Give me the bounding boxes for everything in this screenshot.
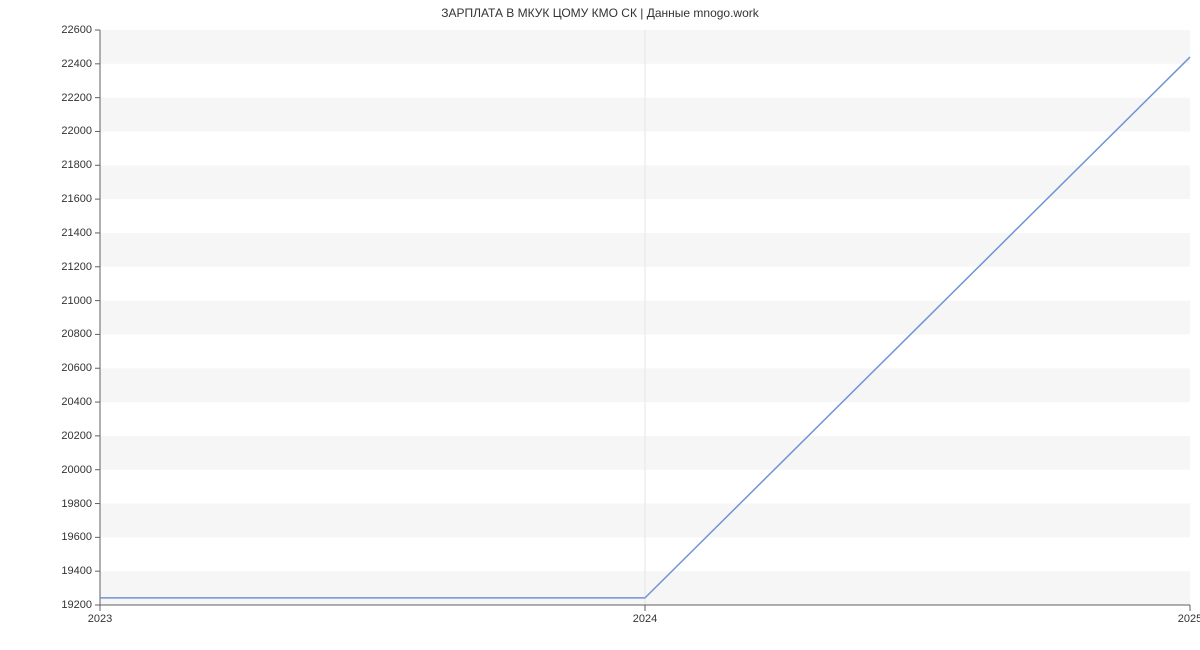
y-tick-label: 20800 xyxy=(61,328,92,340)
y-tick-label: 20600 xyxy=(61,362,92,374)
y-tick-label: 20000 xyxy=(61,464,92,476)
y-tick-label: 22000 xyxy=(61,125,92,137)
y-tick-label: 20400 xyxy=(61,396,92,408)
y-tick-label: 21800 xyxy=(61,159,92,171)
y-tick-label: 19400 xyxy=(61,565,92,577)
x-tick-label: 2023 xyxy=(88,613,112,625)
y-tick-label: 22400 xyxy=(61,58,92,70)
y-tick-label: 21000 xyxy=(61,295,92,307)
y-tick-label: 22600 xyxy=(61,24,92,36)
y-tick-label: 21600 xyxy=(61,193,92,205)
y-tick-label: 21200 xyxy=(61,261,92,273)
salary-line-chart: ЗАРПЛАТА В МКУК ЦОМУ КМО СК | Данные mno… xyxy=(0,0,1200,650)
chart-title: ЗАРПЛАТА В МКУК ЦОМУ КМО СК | Данные mno… xyxy=(0,6,1200,20)
y-tick-label: 19200 xyxy=(61,599,92,611)
x-tick-label: 2024 xyxy=(633,613,657,625)
y-tick-label: 19600 xyxy=(61,531,92,543)
y-tick-label: 22200 xyxy=(61,92,92,104)
x-tick-label: 2025 xyxy=(1178,613,1200,625)
y-tick-label: 20200 xyxy=(61,430,92,442)
plot-svg xyxy=(100,30,1190,605)
y-tick-label: 19800 xyxy=(61,498,92,510)
y-tick-label: 21400 xyxy=(61,227,92,239)
plot-area: 1920019400196001980020000202002040020600… xyxy=(100,30,1190,605)
